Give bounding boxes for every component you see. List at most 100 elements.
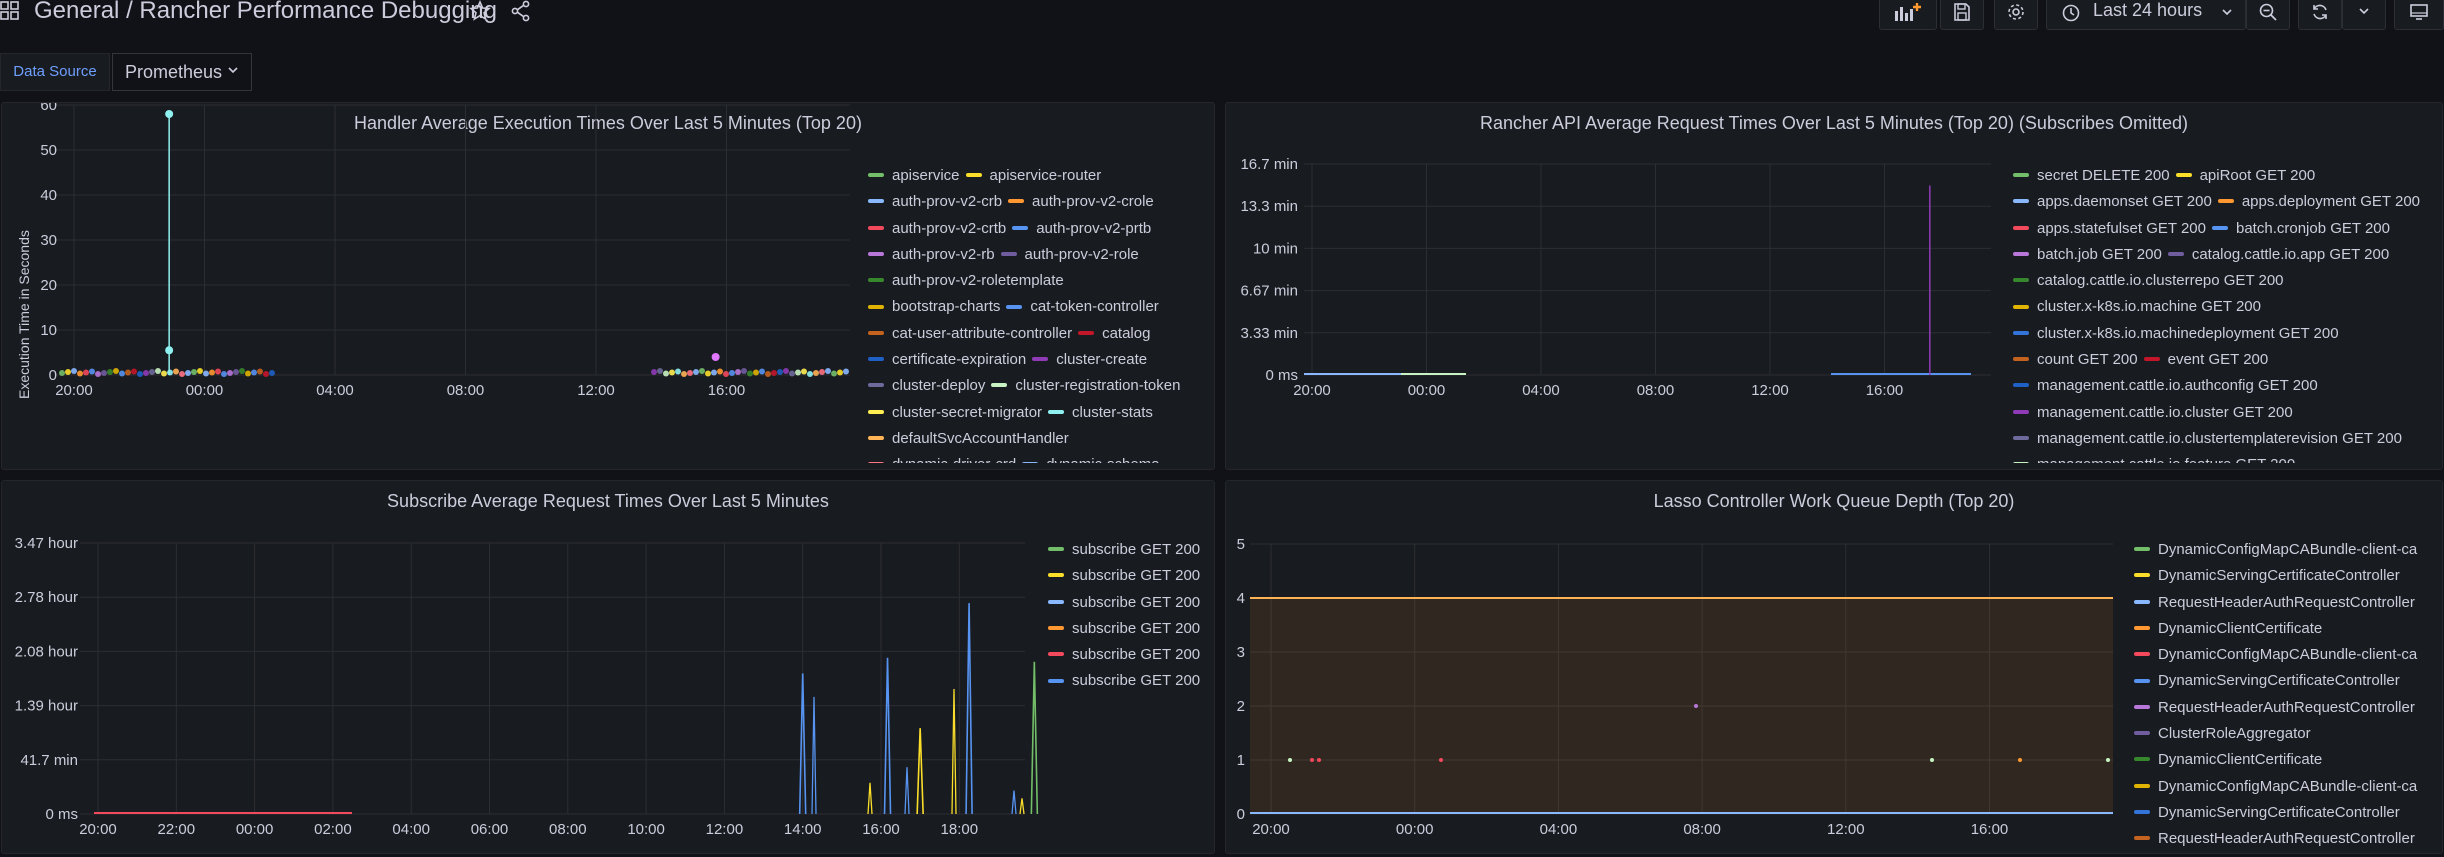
panel-api-request-times[interactable]: Rancher API Average Request Times Over L… [1225,102,2443,470]
legend-item[interactable]: ClusterRoleAggregator [2134,721,2311,747]
data-point [837,369,843,376]
legend-item[interactable]: subscribe GET 200 [1048,616,1200,642]
view-mode-button[interactable] [2394,0,2444,30]
legend-item[interactable]: cat-user-attribute-controller [868,321,1072,347]
x-tick-label: 12:00 [1827,821,1865,838]
panel-handler-execution-times[interactable]: Handler Average Execution Times Over Las… [1,102,1215,470]
panel-title[interactable]: Lasso Controller Work Queue Depth (Top 2… [1653,491,2015,511]
panel-lasso-queue-depth[interactable]: Lasso Controller Work Queue Depth (Top 2… [1225,480,2443,854]
legend-item[interactable]: auth-prov-v2-roletemplate [868,268,1064,294]
legend-item[interactable]: RequestHeaderAuthRequestController [2134,826,2415,847]
legend-item[interactable]: RequestHeaderAuthRequestController [2134,695,2415,721]
legend-item[interactable]: apps.statefulset GET 200 [2013,216,2206,242]
legend-item[interactable]: auth-prov-v2-rb [868,242,995,268]
legend-item[interactable]: cluster-secret-migrator [868,400,1042,426]
data-point [173,368,179,375]
legend-item[interactable]: batch.cronjob GET 200 [2212,216,2390,242]
legend-item[interactable]: DynamicConfigMapCABundle-client-ca [2134,537,2417,563]
legend-item[interactable]: subscribe GET 200 [1048,563,1200,589]
legend-item[interactable]: management.cattle.io.cluster GET 200 [2013,400,2293,426]
legend-item[interactable]: DynamicConfigMapCABundle-client-ca [2134,642,2417,668]
panel-title[interactable]: Handler Average Execution Times Over Las… [354,113,862,133]
legend-item[interactable]: cluster-create [1032,347,1147,373]
add-panel-button[interactable] [1879,0,1937,30]
legend-item[interactable]: catalog.cattle.io.clusterrepo GET 200 [2013,268,2284,294]
legend-item[interactable]: cluster.x-k8s.io.machine GET 200 [2013,294,2261,320]
legend-item[interactable]: cluster-deploy [868,373,985,399]
legend-item[interactable]: batch.job GET 200 [2013,242,2162,268]
datasource-select[interactable]: Prometheus [112,53,252,91]
legend-swatch [2134,625,2150,630]
dashboards-grid-icon[interactable] [0,1,20,21]
legend-item[interactable]: DynamicClientCertificate [2134,747,2322,773]
data-point [77,370,83,377]
handler-chart[interactable]: 0 10 20 30 40 50 60 20:00 00:00 04:00 08:00 12:00 16… [2,103,1215,470]
legend-item[interactable]: management.cattle.io.feature GET 200 [2013,452,2295,463]
legend-swatch [868,462,884,463]
lasso-chart[interactable]: 0 1 2 3 4 5 20:00 00:00 04:00 08:00 12:00 16:00 [1226,481,2443,854]
y-tick-label: 2.08 hour [15,643,78,660]
legend-item[interactable]: defaultSvcAccountHandler [868,426,1069,452]
save-dashboard-button[interactable] [1940,0,1984,30]
x-tick-label: 12:00 [577,382,615,399]
y-tick-label: 16.7 min [1240,156,1298,173]
legend-item[interactable]: secret DELETE 200 [2013,163,2170,189]
refresh-interval-dropdown[interactable] [2342,0,2386,30]
legend-item[interactable]: subscribe GET 200 [1048,668,1200,694]
legend-item[interactable]: DynamicConfigMapCABundle-client-ca [2134,774,2417,800]
star-icon[interactable] [469,0,491,22]
legend-item[interactable]: DynamicServingCertificateController [2134,800,2400,826]
legend-swatch [868,330,884,335]
legend-item[interactable]: cluster-stats [1048,400,1153,426]
legend-item[interactable]: count GET 200 [2013,347,2138,373]
refresh-button[interactable] [2298,0,2342,30]
legend-item[interactable]: dynamic-driver-crd [868,452,1016,463]
zoom-out-button[interactable] [2246,0,2290,30]
legend-item[interactable]: apps.deployment GET 200 [2217,189,2420,215]
dashboard-title[interactable]: Rancher Performance Debugging [139,0,497,24]
legend-item[interactable]: auth-prov-v2-crtb [868,216,1006,242]
legend-item[interactable]: apiRoot GET 200 [2175,163,2315,189]
legend-item[interactable]: catalog.cattle.io.app GET 200 [2167,242,2389,268]
panel-subscribe-request-times[interactable]: Subscribe Average Request Times Over Las… [1,480,1215,854]
legend-item[interactable]: cluster-registration-token [991,373,1180,399]
legend-item[interactable]: catalog [1078,321,1150,347]
legend-item[interactable]: auth-prov-v2-crb [868,189,1002,215]
legend-item[interactable]: auth-prov-v2-crole [1008,189,1154,215]
legend-label: cat-user-attribute-controller [892,324,1073,342]
data-point [801,368,807,375]
subscribe-chart[interactable]: 0 ms 41.7 min 1.39 hour 2.08 hour 2.78 hour 3… [2,481,1215,854]
legend-item[interactable]: RequestHeaderAuthRequestController [2134,590,2415,616]
legend-item[interactable]: apiservice-router [965,163,1101,189]
time-range-picker[interactable]: Last 24 hours [2046,0,2246,30]
legend-item[interactable]: apps.daemonset GET 200 [2013,189,2212,215]
breadcrumb-folder[interactable]: General [34,0,120,24]
legend-item[interactable]: management.cattle.io.authconfig GET 200 [2013,373,2318,399]
dashboard-settings-button[interactable] [1994,0,2038,30]
legend-item[interactable]: certificate-expiration [868,347,1026,373]
data-point [753,369,759,376]
legend-item[interactable]: dynamic-schema [1022,452,1160,463]
data-point [83,369,89,376]
share-icon[interactable] [510,0,532,22]
legend-item[interactable]: DynamicServingCertificateController [2134,668,2400,694]
legend-item[interactable]: DynamicServingCertificateController [2134,563,2400,589]
legend-item[interactable]: apiservice [868,163,960,189]
panel-title[interactable]: Rancher API Average Request Times Over L… [1480,113,2188,133]
legend-item[interactable]: event GET 200 [2143,347,2268,373]
breadcrumb: General / Rancher Performance Debugging [34,0,497,25]
legend-item[interactable]: cluster.x-k8s.io.machinedeployment GET 2… [2013,321,2339,347]
legend-item[interactable]: DynamicClientCertificate [2134,616,2322,642]
legend-item[interactable]: cat-token-controller [1006,294,1159,320]
legend-item[interactable]: management.cattle.io.clustertemplaterevi… [2013,426,2402,452]
legend-item[interactable]: subscribe GET 200 [1048,537,1200,563]
api-chart[interactable]: 0 ms 3.33 min 6.67 min 10 min 13.3 min 16.7 m… [1226,103,2443,470]
y-tick-label: 4 [1237,590,1245,607]
legend-item[interactable]: subscribe GET 200 [1048,590,1200,616]
legend-item[interactable]: auth-prov-v2-role [1000,242,1139,268]
legend-item[interactable]: auth-prov-v2-prtb [1012,216,1151,242]
legend-item[interactable]: subscribe GET 200 [1048,642,1200,668]
legend-swatch [2217,199,2234,204]
legend-item[interactable]: bootstrap-charts [868,294,1000,320]
panel-title[interactable]: Subscribe Average Request Times Over Las… [387,491,829,511]
